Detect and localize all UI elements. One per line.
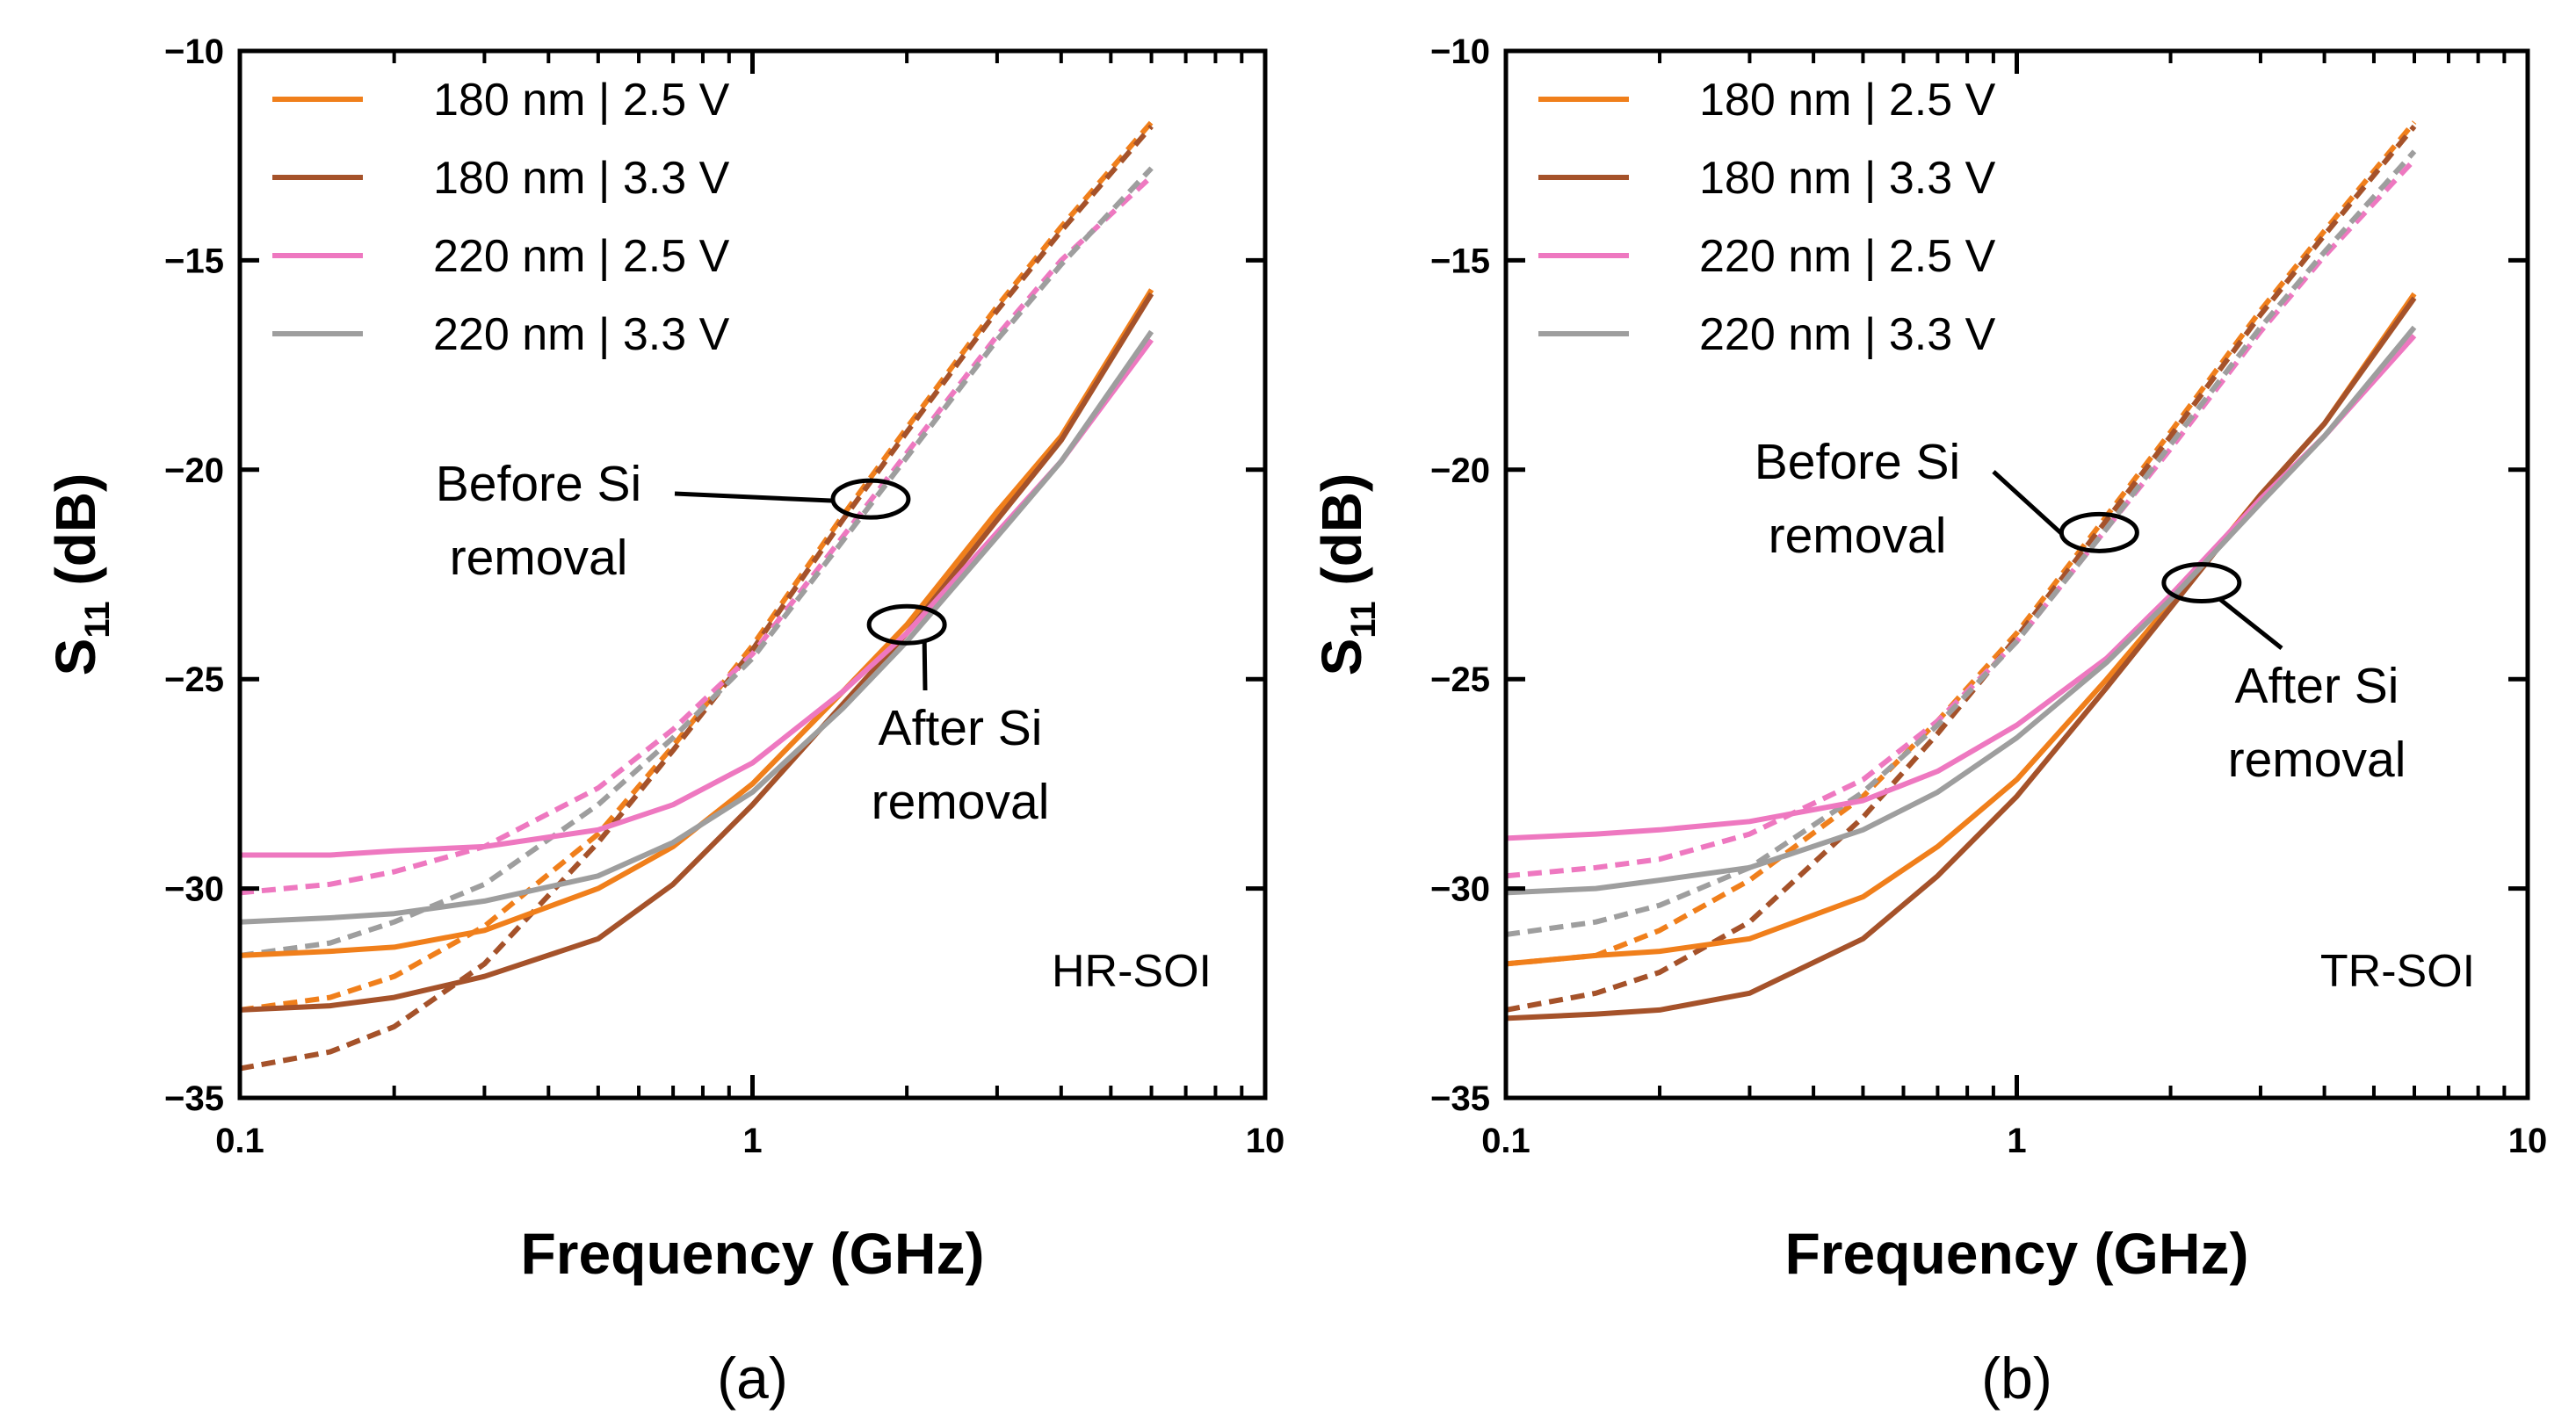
- panel-label: (a): [717, 1346, 788, 1411]
- series-line-after-7: [240, 329, 1154, 925]
- y-tick-label: −15: [1430, 242, 1490, 280]
- legend-label: 180 nm | 2.5 V: [1699, 75, 1996, 126]
- series-line-after-7: [1506, 325, 2417, 896]
- series-line-before-2: [240, 174, 1154, 896]
- series-line-before-3: [1506, 149, 2417, 937]
- y-axis-label-suffix: (dB): [1310, 473, 1373, 602]
- annotation-before: removal: [450, 530, 628, 586]
- plot-frame: [1503, 48, 2530, 1101]
- series-group: [1506, 120, 2417, 1021]
- annotation-after: removal: [872, 774, 1050, 830]
- x-tick-label: 10: [2508, 1122, 2548, 1160]
- legend-label: 220 nm | 3.3 V: [433, 309, 730, 360]
- x-tick-label: 0.1: [1481, 1122, 1530, 1160]
- y-axis-label-sub: 11: [1344, 601, 1383, 638]
- annotation-after: After Si: [879, 700, 1043, 756]
- annotation-ellipse: [2059, 511, 2139, 553]
- substrate-label: TR-SOI: [2320, 946, 2475, 997]
- annotation-leader: [922, 640, 928, 691]
- series-line-before-2: [1506, 157, 2417, 879]
- y-tick-label: −35: [164, 1079, 224, 1118]
- y-axis-label-main: S: [1310, 639, 1373, 676]
- annotation-after: After Si: [2235, 658, 2399, 714]
- y-tick-label: −10: [1430, 32, 1490, 71]
- series-line-after-5: [1506, 296, 2417, 1021]
- legend-label: 220 nm | 3.3 V: [1699, 309, 1996, 360]
- series-line-before-3: [240, 166, 1154, 958]
- legend-label: 180 nm | 2.5 V: [433, 75, 730, 126]
- y-axis-label-sub: 11: [78, 601, 117, 638]
- y-axis-label-main: S: [44, 639, 107, 676]
- annotation-before: removal: [1769, 508, 1947, 564]
- x-axis-label: Frequency (GHz): [520, 1221, 984, 1286]
- legend-label: 180 nm | 3.3 V: [433, 153, 730, 204]
- y-tick-label: −35: [1430, 1079, 1490, 1118]
- chart-panel-a: −35 −30 −25 −20 −15 −10 0.1 1 10 Frequency (GHz) S…: [44, 32, 1284, 1411]
- y-axis-label: S11 (dB): [1310, 473, 1383, 676]
- substrate-label: HR-SOI: [1052, 946, 1212, 997]
- panel-label: (b): [1981, 1346, 2052, 1411]
- x-tick-label: 10: [1246, 1122, 1285, 1160]
- series-group: [240, 120, 1154, 1072]
- y-tick-label: −10: [164, 32, 224, 71]
- annotation-after: removal: [2228, 732, 2406, 788]
- legend-label: 180 nm | 3.3 V: [1699, 153, 1996, 204]
- annotation-ellipse: [866, 603, 947, 646]
- annotation-leader: [2218, 596, 2283, 650]
- x-tick-label: 1: [742, 1122, 762, 1160]
- x-tick-label: 1: [2007, 1122, 2026, 1160]
- annotation-leader: [674, 491, 835, 503]
- annotation-before: Before Si: [1755, 434, 1960, 490]
- y-tick-label: −20: [164, 451, 224, 490]
- legend-label: 220 nm | 2.5 V: [433, 231, 730, 282]
- x-axis-label: Frequency (GHz): [1784, 1221, 2248, 1286]
- x-tick-label: 0.1: [215, 1122, 264, 1160]
- y-tick-label: −30: [164, 870, 224, 909]
- plot-frame: [237, 48, 1268, 1101]
- y-tick-label: −25: [164, 660, 224, 699]
- series-line-after-5: [240, 292, 1154, 1013]
- series-line-after-4: [240, 288, 1154, 958]
- y-tick-label: −25: [1430, 660, 1490, 699]
- y-tick-label: −30: [1430, 870, 1490, 909]
- annotation-ellipse: [2161, 562, 2242, 604]
- y-tick-label: −15: [164, 242, 224, 280]
- y-axis-label: S11 (dB): [44, 473, 117, 676]
- annotation-leader: [1992, 470, 2065, 537]
- legend-label: 220 nm | 2.5 V: [1699, 231, 1996, 282]
- chart-panel-b: −35 −30 −25 −20 −15 −10 0.1 1 10 Frequency (GHz) S…: [1310, 32, 2547, 1411]
- y-tick-label: −20: [1430, 451, 1490, 490]
- annotation-before: Before Si: [436, 456, 641, 512]
- y-axis-label-suffix: (dB): [44, 473, 107, 602]
